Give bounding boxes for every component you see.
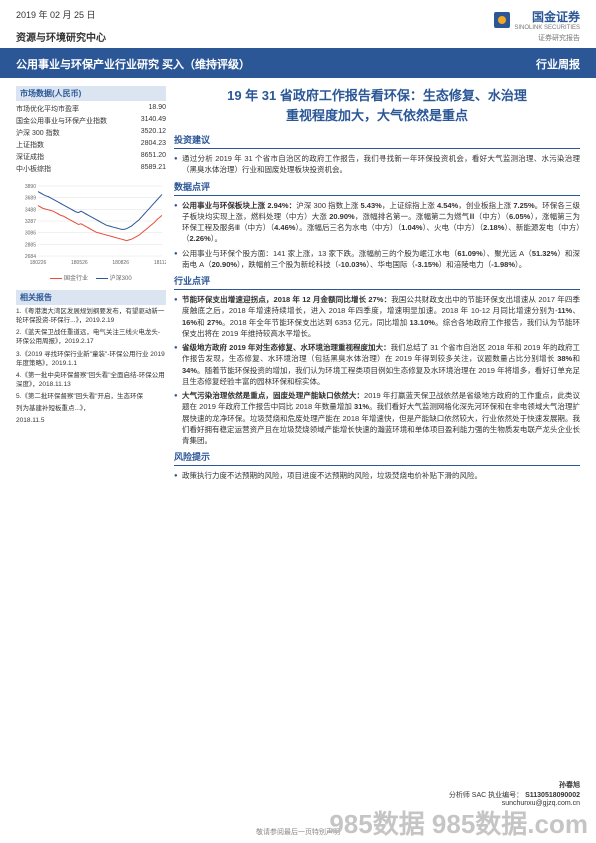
- bullet: 大气污染治理依然是重点，固废处理产能缺口依然大：2019 年打赢蓝天保卫战依然是…: [182, 390, 580, 446]
- related-list: 1.《粤港澳大湾区发展规划纲要发布，有望驱动新一轮环保投资-环保行...》，20…: [16, 307, 166, 425]
- report-date: 2019 年 02 月 25 日: [16, 8, 106, 21]
- related-item: 3.《2019 寻找环保行业新"童装"-环保公用行业 2019 年度策略》，20…: [16, 350, 166, 368]
- bullet: 通过分析 2019 年 31 个省市自治区的政府工作报告，我们寻找新一年环保投资…: [182, 153, 580, 176]
- svg-text:3287: 3287: [25, 219, 36, 225]
- svg-text:3689: 3689: [25, 196, 36, 202]
- related-item: 4.《第一批中央环保督察"回头看"全面启结-环保公用深度》，2018.11.13: [16, 371, 166, 389]
- chart-legend: 国金行业 沪深300: [16, 273, 166, 282]
- title-bar: 公用事业与环保产业行业研究 买入（维持评级） 行业周报: [0, 50, 596, 78]
- svg-text:3890: 3890: [25, 184, 36, 190]
- company-logo: 国金证券 SINOLINK SECURITIES: [494, 8, 580, 31]
- bullet: 公用事业与环保个股方面：141 家上涨，13 家下跌。涨幅前三的个股为岷江水电（…: [182, 248, 580, 271]
- main-title-line2: 重视程度加大，大气依然是重点: [174, 106, 580, 126]
- section-header: 行业点评: [174, 274, 580, 290]
- main-title: 19 年 31 省政府工作报告看环保：生态修复、水治理 重视程度加大，大气依然是…: [174, 86, 580, 125]
- related-item: 列为基建补短板重点...》，: [16, 404, 166, 413]
- market-row: 深证成指8651.20: [16, 151, 166, 163]
- bullet: 公用事业与环保板块上涨 2.94%：沪深 300 指数上涨 5.43%，上证综指…: [182, 200, 580, 245]
- section-header: 投资建议: [174, 133, 580, 149]
- market-row: 中小板综指8589.21: [16, 163, 166, 175]
- bullet: 节能环保支出增速迎拐点，2018 年 12 月金额同比增长 27%：我国公共财政…: [182, 294, 580, 339]
- analyst-info: 孙春旭 分析师 SAC 执业编号： S1130518090002 sunchun…: [449, 780, 580, 807]
- market-row: 沪深 300 指数3520.12: [16, 127, 166, 139]
- article-content: 19 年 31 省政府工作报告看环保：生态修复、水治理 重视程度加大，大气依然是…: [174, 86, 580, 485]
- logo-icon: [494, 12, 510, 28]
- analyst-sac: 分析师 SAC 执业编号： S1130518090002: [449, 790, 580, 800]
- svg-text:3488: 3488: [25, 207, 36, 213]
- related-reports: 相关报告 1.《粤港澳大湾区发展规划纲要发布，有望驱动新一轮环保投资-环保行..…: [16, 290, 166, 425]
- market-row: 市场优化平均市盈率18.90: [16, 103, 166, 115]
- section-header: 风险提示: [174, 450, 580, 466]
- svg-text:2885: 2885: [25, 242, 36, 248]
- related-item: 2.《蓝天保卫战任重道远，电气关注三线火电龙头-环保公用周报》，2019.2.1…: [16, 328, 166, 346]
- related-item: 2018.11.5: [16, 416, 166, 425]
- title-left: 公用事业与环保产业行业研究 买入（维持评级）: [16, 56, 250, 72]
- company-name: 国金证券: [514, 8, 580, 25]
- related-title: 相关报告: [16, 290, 166, 305]
- header-left: 2019 年 02 月 25 日 资源与环境研究中心: [16, 8, 106, 44]
- sections: 投资建议通过分析 2019 年 31 个省市自治区的政府工作报告，我们寻找新一年…: [174, 133, 580, 482]
- analyst-name: 孙春旭: [449, 780, 580, 790]
- index-chart: 3890368934883287308628852684180226180526…: [16, 181, 166, 271]
- related-item: 1.《粤港澳大湾区发展规划纲要发布，有望驱动新一轮环保投资-环保行...》，20…: [16, 307, 166, 325]
- market-data-title: 市场数据(人民币): [16, 86, 166, 101]
- watermark: 985数据 985数据.com: [329, 804, 588, 841]
- company-sub: SINOLINK SECURITIES: [514, 25, 580, 31]
- main-title-line1: 19 年 31 省政府工作报告看环保：生态修复、水治理: [174, 86, 580, 106]
- market-row: 上证指数2804.23: [16, 139, 166, 151]
- section-header: 数据点评: [174, 180, 580, 196]
- bullet: 政策执行力度不达预期的风险，项目进度不达预期的风险，垃圾焚烧电价补贴下滑的风险。: [182, 470, 580, 481]
- title-right: 行业周报: [536, 56, 580, 72]
- legend-item: 沪深300: [96, 273, 132, 282]
- report-type: 证券研究报告: [494, 33, 580, 43]
- market-row: 国金公用事业与环保产业指数3140.49: [16, 115, 166, 127]
- department: 资源与环境研究中心: [16, 29, 106, 44]
- main-content: 市场数据(人民币) 市场优化平均市盈率18.90国金公用事业与环保产业指数314…: [0, 78, 596, 493]
- svg-text:181126: 181126: [154, 260, 166, 266]
- svg-text:3086: 3086: [25, 231, 36, 237]
- page-header: 2019 年 02 月 25 日 资源与环境研究中心 国金证券 SINOLINK…: [0, 0, 596, 50]
- market-data-table: 市场优化平均市盈率18.90国金公用事业与环保产业指数3140.49沪深 300…: [16, 103, 166, 175]
- bullet: 省级地方政府 2019 年对生态修复、水环境治理重视程度加大：我们总结了 31 …: [182, 342, 580, 387]
- legend-item: 国金行业: [50, 273, 88, 282]
- svg-text:180826: 180826: [112, 260, 129, 266]
- svg-text:180226: 180226: [30, 260, 47, 266]
- chart-svg: 3890368934883287308628852684180226180526…: [16, 181, 166, 271]
- related-item: 5.《第二批环保督察"回头看"开启，生态环保: [16, 392, 166, 401]
- sidebar: 市场数据(人民币) 市场优化平均市盈率18.90国金公用事业与环保产业指数314…: [16, 86, 166, 485]
- header-right: 国金证券 SINOLINK SECURITIES 证券研究报告: [494, 8, 580, 43]
- svg-text:180526: 180526: [71, 260, 88, 266]
